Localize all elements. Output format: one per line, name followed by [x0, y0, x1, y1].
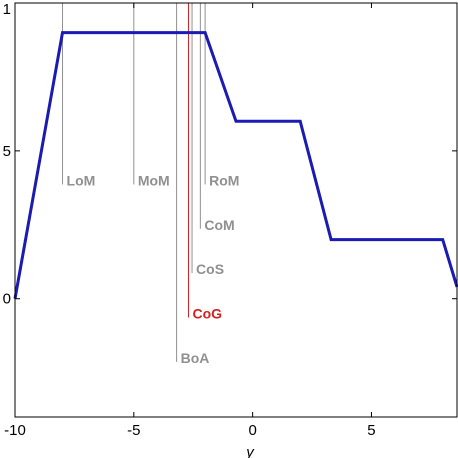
- annotation-label-boa: BoA: [181, 350, 210, 366]
- annotation-label-cos: CoS: [196, 261, 224, 277]
- tick-layer: -10 -5 0 5 0 5 1: [3, 1, 457, 439]
- x-tick-label: 5: [367, 422, 375, 439]
- x-tick-label: -5: [127, 422, 140, 439]
- y-tick-label: 0: [3, 291, 11, 308]
- annotation-label-rom: RoM: [209, 172, 239, 188]
- x-tick-label: -10: [4, 422, 26, 439]
- y-tick-label: 1: [3, 1, 11, 18]
- annotation-label-cog: CoG: [192, 306, 222, 322]
- plot-frame: [14, 2, 458, 418]
- y-tick-label: 5: [3, 143, 11, 160]
- x-axis-label: y: [245, 444, 255, 458]
- series-layer: [13, 31, 458, 299]
- x-tick-label: 0: [248, 422, 256, 439]
- series-line: [13, 31, 458, 299]
- annotation-label-lom: LoM: [67, 172, 96, 188]
- annotation-layer: LoM MoM RoM CoM CoS CoG BoA: [62, 3, 239, 366]
- annotation-label-com: CoM: [204, 217, 234, 233]
- annotation-label-mom: MoM: [138, 172, 170, 188]
